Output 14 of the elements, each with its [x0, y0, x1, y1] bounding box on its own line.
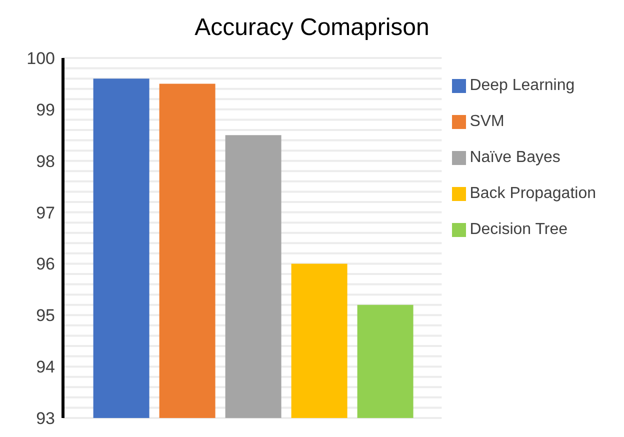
legend-label: Decision Tree [470, 221, 568, 238]
y-tick-label: 95 [36, 306, 55, 326]
legend-label: Naïve Bayes [470, 149, 560, 166]
y-tick-label: 96 [36, 254, 55, 274]
y-tick-label: 97 [36, 203, 55, 222]
legend-label: Deep Learning [470, 77, 575, 94]
chart-title: Accuracy Comaprison [194, 13, 430, 43]
legend-label: SVM [470, 113, 504, 130]
y-tick-label: 99 [36, 100, 55, 120]
y-tick-label: 94 [36, 358, 55, 377]
y-tick-label: 93 [36, 409, 55, 428]
legend-label: Back Propagation [470, 185, 596, 202]
y-tick-label: 98 [36, 152, 55, 171]
y-tick-label: 100 [26, 49, 55, 68]
